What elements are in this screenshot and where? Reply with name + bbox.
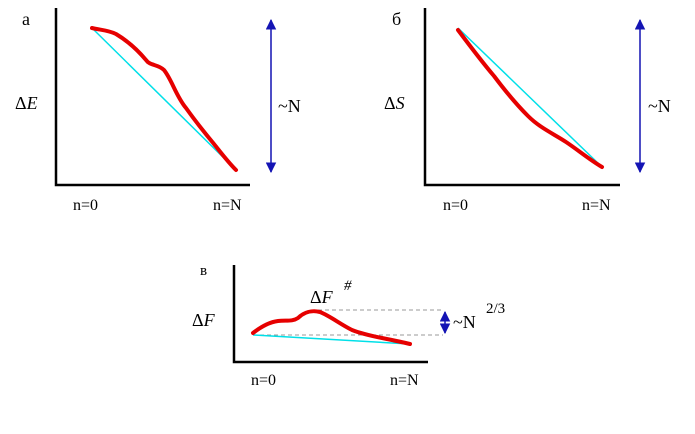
panel-c-peak-delta: Δ [310, 287, 322, 307]
panel-b: б ΔS ~N n=0 n=N [384, 8, 671, 214]
panel-c-axes [232, 265, 428, 364]
panel-c-peak-sup: # [344, 278, 352, 294]
panel-a-delta: Δ [15, 93, 27, 113]
panel-b-x-start: n=0 [443, 197, 468, 214]
panel-c-y-var: F [203, 310, 216, 330]
panel-a-curve [90, 26, 238, 172]
panel-a-straight-line [91, 27, 237, 171]
panel-c: в ΔF ΔF # ~N 2/3 n=0 n=N [192, 263, 505, 389]
panel-b-axes [423, 8, 620, 187]
panel-a-axes [54, 8, 250, 187]
panel-a-scale: ~N [278, 96, 301, 116]
panel-b-straight-line [457, 27, 603, 168]
panel-c-x-end: n=N [390, 372, 419, 389]
panel-a-label: а [22, 9, 30, 29]
panel-c-peak-var: F [321, 287, 334, 307]
svg-text:ΔE: ΔE [15, 93, 38, 113]
panel-b-curve [456, 28, 604, 169]
panel-a-x-end: n=N [213, 197, 242, 214]
svg-text:ΔF: ΔF [192, 310, 216, 330]
svg-text:ΔS: ΔS [384, 93, 405, 113]
panel-c-scale-exp: 2/3 [486, 301, 505, 317]
panel-b-x-end: n=N [582, 197, 611, 214]
panel-c-delta: Δ [192, 310, 204, 330]
panel-b-delta: Δ [384, 93, 396, 113]
panel-a-x-start: n=0 [73, 197, 98, 214]
panel-a-y-var: E [26, 93, 38, 113]
panel-b-scale: ~N [648, 96, 671, 116]
panel-b-label: б [392, 9, 401, 29]
panel-c-curve [251, 309, 412, 346]
panel-c-label: в [200, 263, 207, 279]
panel-c-x-start: n=0 [251, 372, 276, 389]
svg-text:ΔF: ΔF [310, 287, 334, 307]
panel-a: а ΔE ~N n=0 n=N [15, 8, 301, 214]
panel-c-straight-line [252, 334, 411, 345]
panel-b-y-var: S [396, 93, 405, 113]
panel-c-scale: ~N [453, 312, 476, 332]
